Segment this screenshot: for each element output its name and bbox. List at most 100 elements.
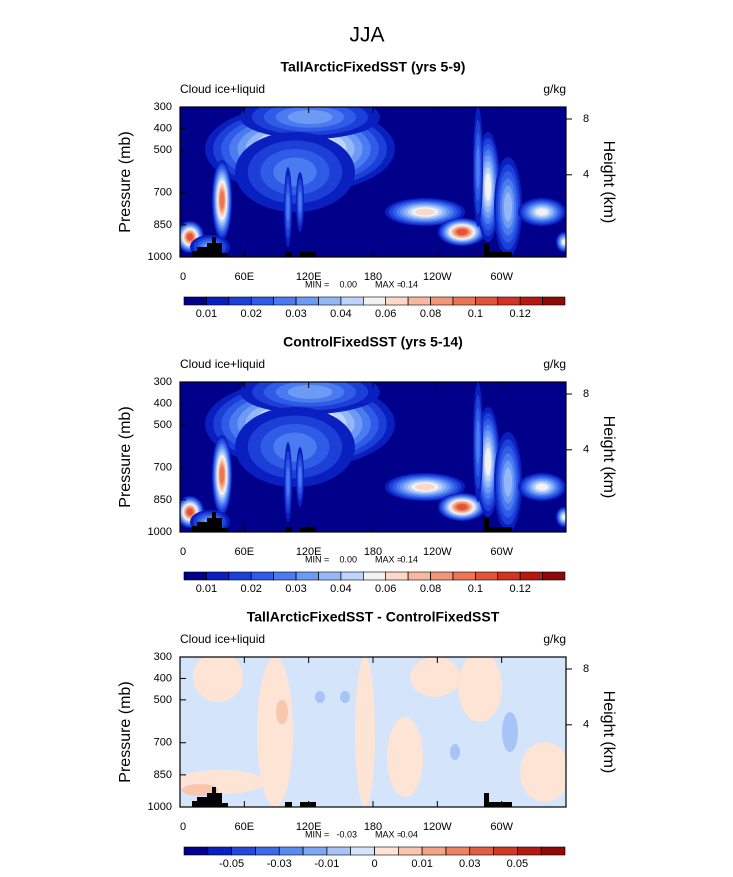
x-tick-label: 60E	[235, 546, 255, 558]
x-tick-label: 0	[180, 546, 186, 558]
colorbar-box	[231, 846, 256, 856]
colorbar-box	[430, 296, 454, 306]
y2-tick-label: 4	[583, 444, 589, 456]
y-tick-label: 500	[154, 144, 172, 156]
colorbar-label: 0.1	[468, 308, 483, 320]
contour-fill	[273, 432, 317, 462]
contour-fill	[298, 466, 302, 488]
contour-fill	[484, 172, 492, 202]
colorbar-box	[206, 296, 230, 306]
contour-fill	[503, 192, 513, 222]
colorbar-box	[350, 846, 375, 856]
colorbar-box	[255, 846, 280, 856]
x-tick-label: 120W	[423, 821, 452, 833]
contour-fill	[340, 691, 350, 703]
colorbar-box	[542, 571, 566, 581]
contour-fill	[219, 466, 225, 484]
contour-fill	[355, 657, 375, 807]
y-tick-label: 500	[154, 694, 172, 706]
colorbar-box	[430, 571, 454, 581]
colorbar-label: 0.03	[285, 583, 306, 595]
x-tick-label: 60W	[490, 821, 513, 833]
contour-fill	[415, 483, 435, 491]
y-tick-label: 700	[154, 187, 172, 199]
max-label: MAX =	[375, 279, 402, 289]
colorbar-label: -0.05	[219, 858, 244, 870]
colorbar-box	[519, 296, 543, 306]
max-value: 0.14	[400, 554, 418, 564]
contour-fill	[476, 145, 480, 189]
colorbar-box	[445, 846, 471, 856]
min-label: MIN =	[305, 554, 329, 564]
colorbar-box	[228, 571, 252, 581]
colorbar-box	[398, 846, 423, 856]
colorbar-box	[362, 571, 387, 581]
contour-fill	[193, 657, 243, 702]
colorbar-box	[374, 846, 399, 856]
y-axis-title: Pressure (mb)	[117, 406, 134, 507]
colorbar-box	[206, 571, 230, 581]
colorbar-box	[421, 846, 447, 856]
contour-fill	[535, 483, 549, 491]
y-axis-title: Pressure (mb)	[117, 681, 134, 782]
contour-fill	[257, 657, 293, 807]
colorbar-box	[493, 846, 518, 856]
contour-fill	[502, 712, 518, 752]
colorbar-box	[183, 571, 207, 581]
contour-fill	[387, 717, 423, 797]
colorbar-label: 0.12	[509, 308, 530, 320]
y-tick-label: 1000	[148, 251, 172, 263]
colorbar-label: 0.01	[196, 308, 217, 320]
colorbar-box	[385, 296, 409, 306]
contour-fill	[450, 744, 460, 760]
contour-fill	[520, 742, 566, 802]
colorbar-box	[183, 296, 207, 306]
contour-fill	[286, 467, 290, 497]
x-tick-label: 120W	[423, 271, 452, 283]
contour-fill	[273, 157, 317, 187]
colorbar-label: 0.12	[509, 583, 530, 595]
contour-fill	[458, 657, 502, 722]
colorbar-box	[340, 571, 364, 581]
y-tick-label: 300	[154, 651, 172, 663]
y2-axis-title: Height (km)	[600, 416, 617, 499]
colorbar-box	[302, 846, 328, 856]
colorbar-box	[250, 296, 274, 306]
colorbar-box	[540, 846, 566, 856]
min-label: MIN =	[305, 279, 329, 289]
colorbar-box	[207, 846, 232, 856]
colorbar-label: 0.08	[420, 308, 441, 320]
contour-fill	[456, 503, 468, 511]
topography	[192, 787, 512, 807]
units-label: g/kg	[543, 82, 566, 96]
colorbar-box	[318, 296, 342, 306]
y-tick-label: 1000	[148, 801, 172, 813]
y2-tick-label: 4	[583, 169, 589, 181]
colorbar-box	[407, 296, 431, 306]
x-tick-label: 180	[364, 821, 382, 833]
contour-fill	[415, 208, 435, 216]
colorbar-box	[340, 296, 364, 306]
y2-tick-label: 8	[583, 388, 589, 400]
panel-title: TallArcticFixedSST - ControlFixedSST	[247, 609, 500, 625]
x-tick-label: 120E	[296, 821, 322, 833]
panel-title: TallArcticFixedSST (yrs 5-9)	[281, 59, 466, 75]
colorbar-label: 0.02	[241, 583, 262, 595]
y-tick-label: 400	[154, 397, 172, 409]
units-label: g/kg	[543, 357, 566, 371]
colorbar-label: 0.01	[411, 858, 432, 870]
colorbar-label: 0.04	[330, 308, 351, 320]
colorbar-label: 0.1	[468, 583, 483, 595]
x-tick-label: 180	[364, 271, 382, 283]
colorbar-box	[295, 571, 319, 581]
x-tick-label: 60W	[490, 546, 513, 558]
y-axis-title: Pressure (mb)	[117, 131, 134, 232]
contour-fill	[503, 467, 513, 497]
colorbar-label: -0.01	[314, 858, 339, 870]
colorbar-box	[273, 571, 297, 581]
contour-fill	[186, 233, 194, 241]
max-value: 0.04	[400, 829, 418, 839]
y-tick-label: 300	[154, 101, 172, 113]
y-tick-label: 700	[154, 737, 172, 749]
